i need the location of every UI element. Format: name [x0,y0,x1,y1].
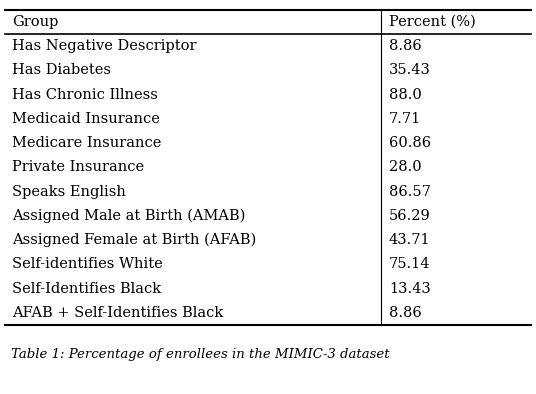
Text: 8.86: 8.86 [389,306,422,320]
Text: Medicare Insurance: Medicare Insurance [12,136,161,150]
Text: 60.86: 60.86 [389,136,431,150]
Text: 75.14: 75.14 [389,257,430,271]
Text: Medicaid Insurance: Medicaid Insurance [12,112,160,126]
Text: 8.86: 8.86 [389,39,422,53]
Text: Percent (%): Percent (%) [389,15,476,29]
Text: Assigned Male at Birth (AMAB): Assigned Male at Birth (AMAB) [12,209,245,223]
Text: Has Negative Descriptor: Has Negative Descriptor [12,39,196,53]
Text: 7.71: 7.71 [389,112,421,126]
Text: Self-Identifies Black: Self-Identifies Black [12,282,161,296]
Text: 43.71: 43.71 [389,233,430,247]
Text: 13.43: 13.43 [389,282,431,296]
Text: Private Insurance: Private Insurance [12,160,144,175]
Text: Has Chronic Illness: Has Chronic Illness [12,88,158,102]
Text: 56.29: 56.29 [389,209,431,223]
Text: Speaks English: Speaks English [12,185,125,199]
Text: 88.0: 88.0 [389,88,422,102]
Text: 28.0: 28.0 [389,160,422,175]
Text: Table 1: Percentage of enrollees in the MIMIC-3 dataset: Table 1: Percentage of enrollees in the … [11,348,389,361]
Text: AFAB + Self-Identifies Black: AFAB + Self-Identifies Black [12,306,223,320]
Text: Has Diabetes: Has Diabetes [12,63,111,78]
Text: 35.43: 35.43 [389,63,431,78]
Text: Assigned Female at Birth (AFAB): Assigned Female at Birth (AFAB) [12,233,256,247]
Text: Group: Group [12,15,58,29]
Text: 86.57: 86.57 [389,185,431,199]
Text: Self-identifies White: Self-identifies White [12,257,162,271]
